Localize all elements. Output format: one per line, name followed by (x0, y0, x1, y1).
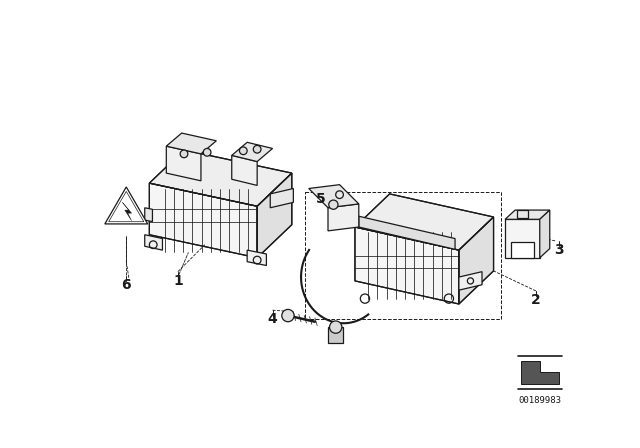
Circle shape (330, 321, 342, 333)
Polygon shape (459, 271, 482, 290)
Text: 00189983: 00189983 (518, 396, 562, 405)
Polygon shape (521, 361, 559, 384)
Polygon shape (270, 189, 293, 208)
Polygon shape (505, 210, 550, 220)
Polygon shape (355, 227, 459, 304)
Text: 6: 6 (122, 278, 131, 292)
Polygon shape (122, 202, 132, 221)
Polygon shape (257, 173, 292, 258)
Polygon shape (232, 155, 257, 185)
Polygon shape (540, 210, 550, 258)
Circle shape (180, 150, 188, 158)
Text: 3: 3 (554, 243, 564, 257)
Polygon shape (459, 217, 493, 304)
Polygon shape (511, 242, 534, 258)
Polygon shape (232, 142, 273, 162)
Polygon shape (328, 204, 359, 231)
Text: 2: 2 (531, 293, 541, 307)
Circle shape (239, 147, 247, 155)
Polygon shape (247, 250, 266, 266)
Circle shape (282, 310, 294, 322)
Polygon shape (359, 216, 455, 250)
Polygon shape (328, 327, 344, 343)
Polygon shape (145, 208, 152, 222)
Polygon shape (145, 235, 163, 250)
Polygon shape (308, 185, 359, 208)
Polygon shape (505, 220, 540, 258)
Polygon shape (149, 183, 257, 258)
Polygon shape (516, 210, 528, 218)
Polygon shape (166, 133, 216, 154)
Polygon shape (166, 146, 201, 181)
Circle shape (329, 200, 338, 209)
Text: 5: 5 (316, 192, 325, 206)
Circle shape (253, 146, 261, 153)
Polygon shape (355, 194, 493, 250)
Text: 4: 4 (268, 312, 277, 327)
Polygon shape (105, 187, 148, 224)
Polygon shape (149, 150, 292, 206)
Text: 1: 1 (173, 274, 183, 288)
Circle shape (204, 148, 211, 156)
